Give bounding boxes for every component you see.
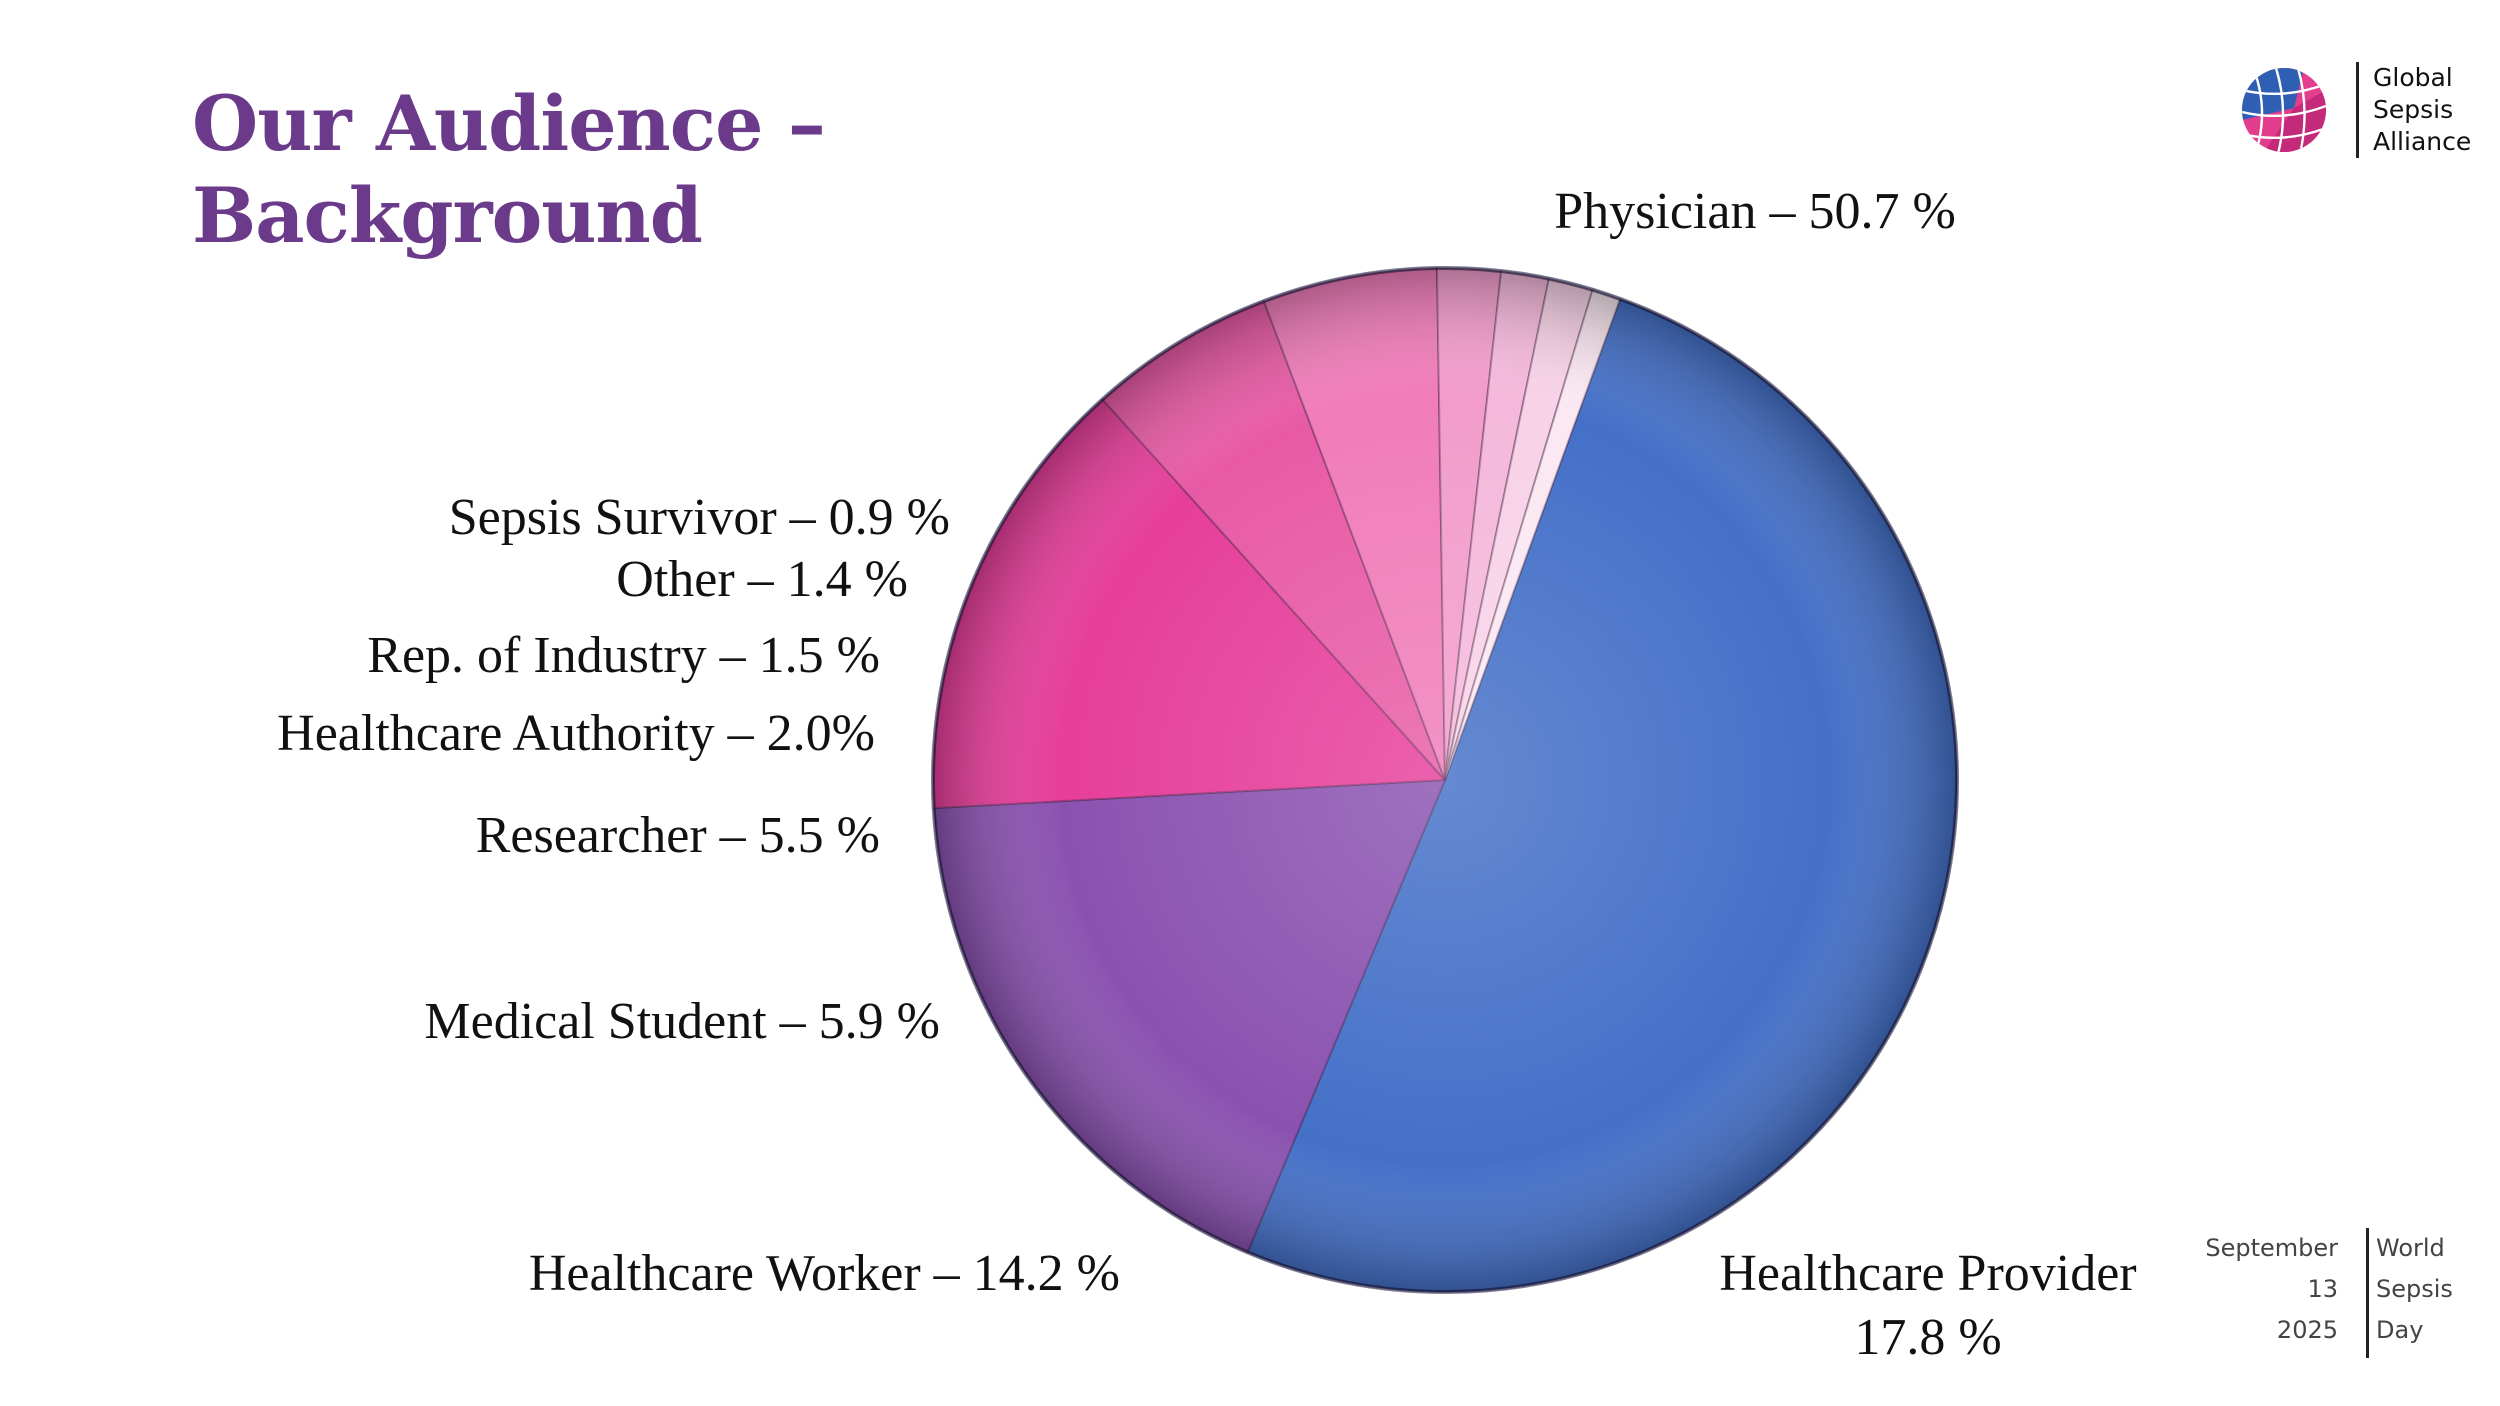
badge-word-2: Sepsis [2376, 1275, 2453, 1303]
badge-word-3: Day [2376, 1316, 2424, 1344]
badge-year: 2025 [2276, 1316, 2338, 1344]
data-label-healthcare-provider: Healthcare Provider 17.8 % [1719, 1245, 2136, 1366]
title-line-1: Our Audience – [192, 79, 826, 168]
data-label-medical-student: Medical Student – 5.9 % [424, 993, 940, 1050]
globe-logo-icon [2242, 68, 2326, 152]
badge-word-1: World [2376, 1234, 2445, 1262]
logo-line-3: Alliance [2373, 127, 2472, 156]
data-label-researcher: Researcher – 5.5 % [476, 807, 880, 864]
badge-date: September 13 2025 [2205, 1228, 2338, 1351]
data-label-rep-of-industry: Rep. of Industry – 1.5 % [367, 627, 880, 684]
page-title: Our Audience – Background [192, 78, 826, 262]
data-label-physician: Physician – 50.7 % [1554, 183, 1956, 240]
logo-line-2: Sepsis [2373, 95, 2454, 124]
badge-month: September [2205, 1234, 2338, 1262]
world-sepsis-day-badge: September 13 2025 World Sepsis Day [2205, 1228, 2470, 1358]
logo-wordmark: Global Sepsis Alliance [2356, 62, 2471, 158]
title-line-2: Background [192, 171, 703, 260]
badge-event: World Sepsis Day [2376, 1228, 2453, 1351]
data-label-sepsis-survivor: Sepsis Survivor – 0.9 % [449, 489, 950, 546]
data-label-healthcare-authority: Healthcare Authority – 2.0% [277, 705, 875, 762]
badge-day: 13 [2307, 1275, 2338, 1303]
pie-labels: Physician – 50.7 % Healthcare Provider 17.… [277, 183, 2136, 1366]
pie-shading [933, 268, 1957, 1292]
logo-line-1: Global [2373, 63, 2453, 92]
badge-divider [2366, 1228, 2369, 1358]
data-label-healthcare-worker: Healthcare Worker – 14.2 % [529, 1245, 1120, 1302]
data-label-other: Other – 1.4 % [616, 551, 908, 608]
